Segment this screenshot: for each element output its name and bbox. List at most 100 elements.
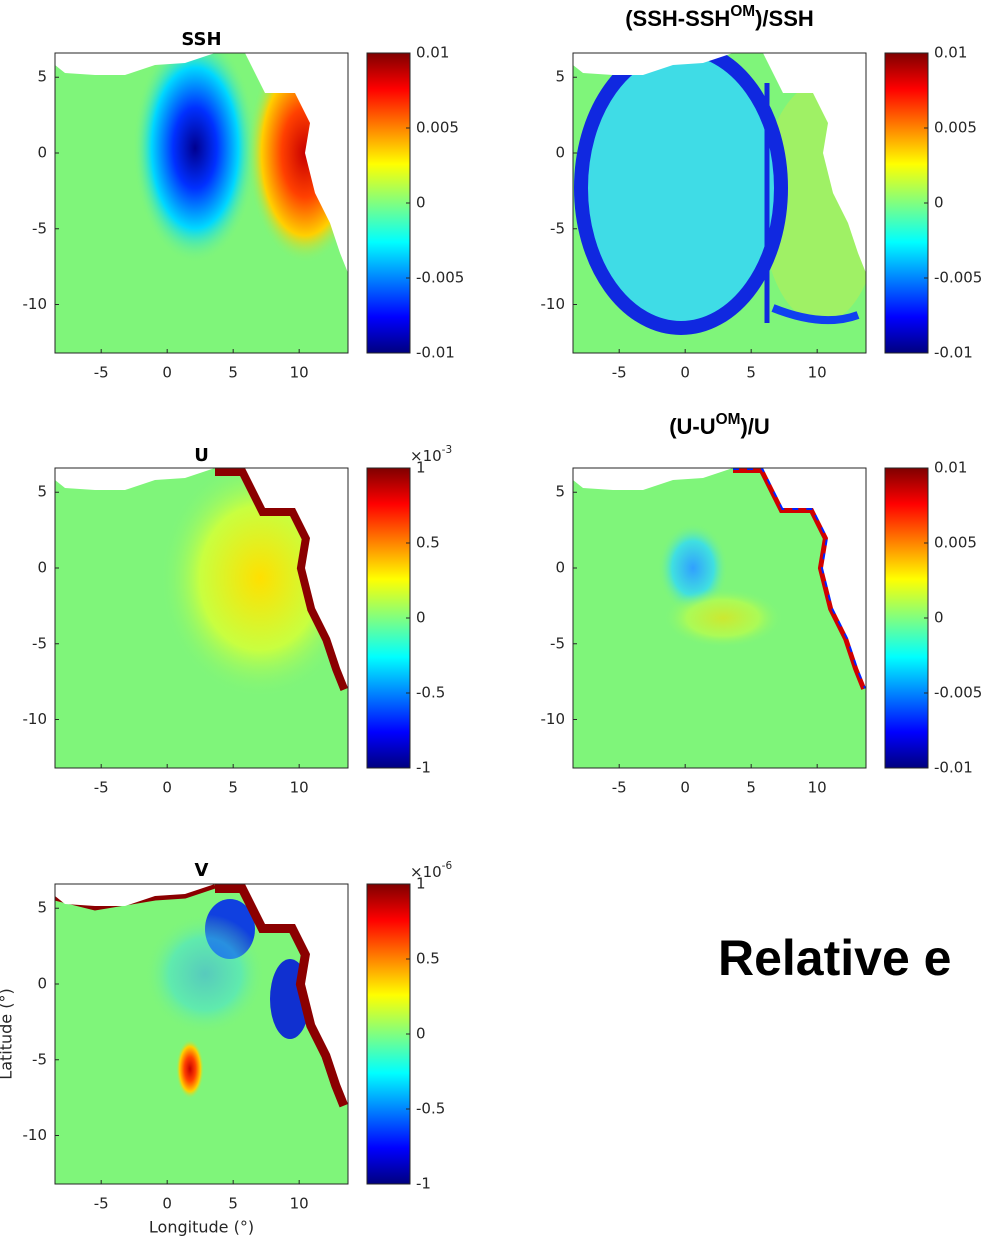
y-tick-label: 5 bbox=[37, 68, 47, 86]
y-tick-label: -10 bbox=[23, 710, 48, 728]
heatmap-field bbox=[573, 468, 866, 768]
land bbox=[215, 884, 348, 1104]
x-tick-label: 10 bbox=[808, 364, 827, 382]
colorbar-tick-label: 0.01 bbox=[934, 459, 967, 477]
y-tick-label: 0 bbox=[37, 559, 47, 577]
y-tick-label: 5 bbox=[555, 68, 565, 86]
chart-title-part: )/U bbox=[740, 414, 769, 439]
x-tick-label: 10 bbox=[290, 1195, 309, 1213]
colorbar-tick-label: 0.005 bbox=[934, 534, 977, 552]
x-tick-label: 5 bbox=[746, 779, 756, 797]
y-tick-label: 0 bbox=[555, 144, 565, 162]
x-tick-label: 5 bbox=[746, 364, 756, 382]
y-tick-label: -5 bbox=[550, 219, 565, 237]
chart-title: (SSH-SSHOM)/SSH bbox=[625, 3, 814, 31]
x-tick-label: 5 bbox=[228, 1195, 238, 1213]
field-blob bbox=[663, 588, 783, 648]
x-tick-label: -5 bbox=[612, 779, 627, 797]
x-tick-label: -5 bbox=[94, 1195, 109, 1213]
land bbox=[55, 468, 215, 490]
heatmap-field bbox=[55, 884, 348, 1184]
colorbar-multiplier: ×10-6 bbox=[410, 860, 452, 881]
colorbar-tick-label: 0.005 bbox=[416, 119, 459, 137]
colorbar bbox=[366, 883, 411, 1185]
colorbar-tick-label: -0.01 bbox=[416, 344, 455, 362]
y-axis-label: Latitude (°) bbox=[0, 988, 16, 1079]
heatmap-field bbox=[573, 53, 866, 353]
y-tick-label: 0 bbox=[555, 559, 565, 577]
land bbox=[733, 53, 866, 273]
chart-title-part: (U-U bbox=[669, 414, 715, 439]
x-tick-label: 10 bbox=[808, 779, 827, 797]
colorbar-tick-label: -0.5 bbox=[416, 684, 445, 702]
colorbar-tick-label: 0 bbox=[416, 1025, 426, 1043]
y-tick-label: -5 bbox=[32, 219, 47, 237]
field-blob bbox=[176, 1039, 204, 1099]
colorbar-tick-label: -1 bbox=[416, 1175, 431, 1193]
x-tick-label: 0 bbox=[162, 779, 172, 797]
colorbar-multiplier-part: ×10 bbox=[410, 863, 442, 881]
chart-title-part: OM bbox=[730, 3, 755, 20]
x-tick-label: 5 bbox=[228, 364, 238, 382]
x-tick-label: 0 bbox=[162, 364, 172, 382]
y-tick-label: -10 bbox=[541, 710, 566, 728]
x-tick-label: 10 bbox=[290, 779, 309, 797]
chart-title: (U-UOM)/U bbox=[669, 411, 770, 439]
x-tick-label: 5 bbox=[228, 779, 238, 797]
colorbar-tick-label: 0.005 bbox=[934, 119, 977, 137]
colorbar-tick-label: 0 bbox=[416, 194, 426, 212]
field-blob bbox=[574, 53, 788, 335]
y-tick-label: -5 bbox=[32, 634, 47, 652]
colorbar-tick-label: 0 bbox=[934, 194, 944, 212]
colorbar-tick-label: -0.01 bbox=[934, 344, 973, 362]
x-tick-label: -5 bbox=[612, 364, 627, 382]
land bbox=[215, 468, 348, 688]
land bbox=[55, 53, 215, 75]
y-tick-label: 0 bbox=[37, 144, 47, 162]
chart-title: SSH bbox=[181, 29, 221, 50]
chart-title-part: )/SSH bbox=[755, 6, 814, 31]
colorbar-multiplier: ×10-3 bbox=[410, 444, 452, 465]
colorbar-tick-label: 0.01 bbox=[934, 44, 967, 62]
land bbox=[215, 53, 348, 273]
land bbox=[573, 53, 733, 75]
colorbar-tick-label: 1 bbox=[416, 459, 426, 477]
axes-box bbox=[54, 883, 349, 1185]
colorbar-tick-label: -1 bbox=[416, 759, 431, 777]
colorbar-multiplier-part: -6 bbox=[442, 860, 453, 872]
x-tick-label: -5 bbox=[94, 364, 109, 382]
y-tick-label: 5 bbox=[37, 899, 47, 917]
axes-box bbox=[54, 467, 349, 769]
chart-title: V bbox=[195, 860, 209, 881]
chart-title-part: (SSH-SSH bbox=[625, 6, 730, 31]
y-tick-label: -10 bbox=[541, 295, 566, 313]
x-tick-label: 10 bbox=[290, 364, 309, 382]
colorbar-tick-label: 0 bbox=[416, 609, 426, 627]
colorbar-tick-label: 1 bbox=[416, 875, 426, 893]
heatmap-field bbox=[55, 53, 348, 353]
land bbox=[573, 468, 733, 490]
y-tick-label: -10 bbox=[23, 295, 48, 313]
field-blob bbox=[771, 304, 860, 325]
x-axis-label: Longitude (°) bbox=[149, 1218, 254, 1237]
y-tick-label: 0 bbox=[37, 975, 47, 993]
y-tick-label: -5 bbox=[32, 1050, 47, 1068]
colorbar-tick-label: 0.5 bbox=[416, 534, 440, 552]
colorbar bbox=[884, 467, 929, 769]
colorbar-tick-label: -0.005 bbox=[416, 269, 464, 287]
axes-box bbox=[54, 52, 349, 354]
chart-title-part: OM bbox=[716, 411, 741, 428]
colorbar-tick-label: -0.005 bbox=[934, 269, 982, 287]
field-blob bbox=[145, 914, 265, 1034]
annotation: Relative e bbox=[718, 930, 951, 986]
y-tick-label: -5 bbox=[550, 634, 565, 652]
y-tick-label: 5 bbox=[555, 483, 565, 501]
colorbar-multiplier-part: ×10 bbox=[410, 447, 442, 465]
chart-title: U bbox=[194, 445, 209, 466]
colorbar bbox=[366, 52, 411, 354]
x-tick-label: -5 bbox=[94, 779, 109, 797]
colorbar-tick-label: -0.005 bbox=[934, 684, 982, 702]
axes-box bbox=[572, 52, 867, 354]
